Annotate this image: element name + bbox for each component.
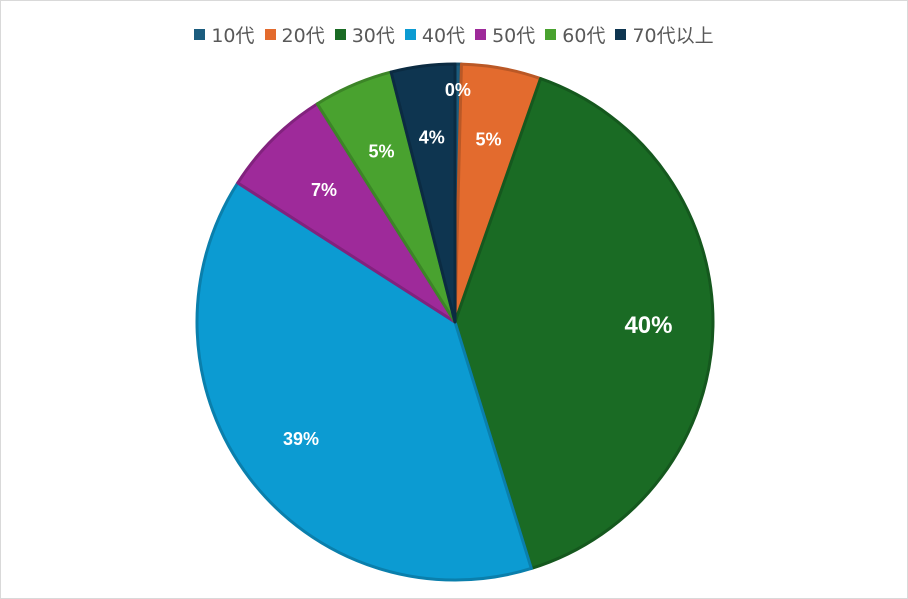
legend: 10代 20代 30代 40代 50代 60代 70代以上 [1, 21, 907, 48]
pie-slice-5 [236, 102, 457, 324]
data-label-5: 7% [311, 180, 337, 200]
legend-swatch [404, 29, 416, 40]
pie-slice-7 [389, 62, 457, 324]
data-label-6: 5% [368, 141, 394, 161]
legend-item-3: 30代 [334, 21, 395, 48]
legend-item-1: 10代 [194, 21, 255, 48]
data-label-1: 0% [445, 80, 471, 100]
legend-label: 30代 [351, 25, 395, 47]
legend-label: 50代 [492, 25, 536, 47]
data-label-4: 39% [283, 429, 319, 449]
legend-swatch [615, 29, 627, 40]
legend-swatch [194, 29, 206, 40]
legend-item-4: 40代 [404, 21, 466, 48]
legend-swatch [334, 29, 346, 40]
legend-label: 10代 [211, 25, 255, 47]
legend-label: 20代 [281, 25, 325, 47]
data-label-7: 4% [419, 128, 445, 148]
pie-slice-3 [453, 77, 715, 570]
pie-slice-4 [195, 181, 533, 582]
legend-item-6: 60代 [545, 21, 605, 48]
legend-label: 70代以上 [632, 25, 714, 47]
legend-label: 60代 [562, 25, 606, 47]
data-label-3: 40% [624, 312, 672, 339]
legend-swatch [545, 29, 557, 40]
legend-item-5: 50代 [475, 21, 535, 48]
legend-item-7: 70代以上 [615, 21, 714, 48]
legend-item-2: 20代 [264, 21, 325, 48]
legend-swatch [264, 29, 276, 40]
legend-label: 40代 [421, 25, 466, 47]
data-label-2: 5% [476, 129, 502, 149]
legend-swatch [475, 29, 487, 40]
